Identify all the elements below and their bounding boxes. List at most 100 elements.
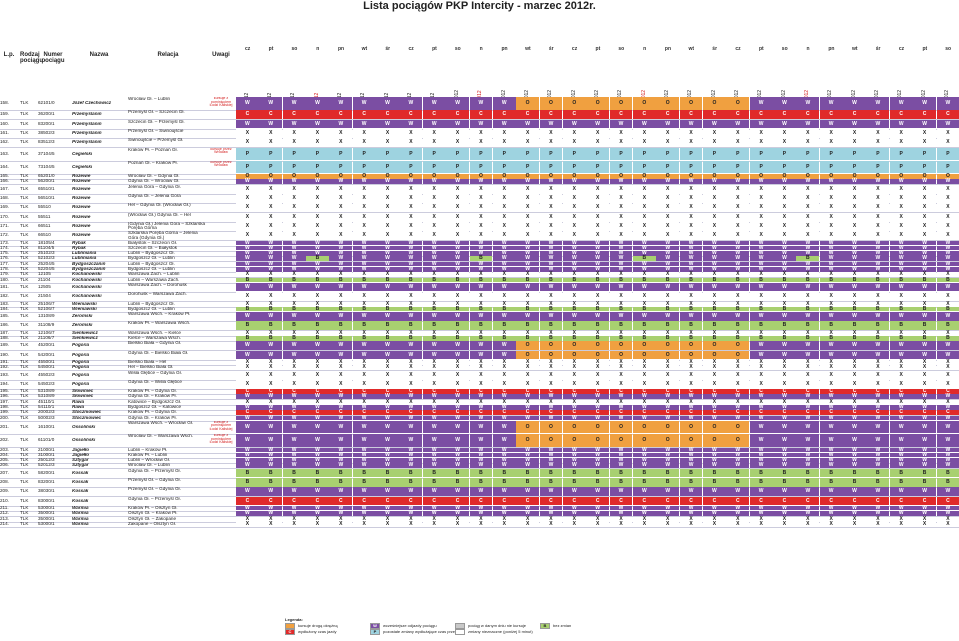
day-cell: W bbox=[913, 179, 936, 184]
day-cell: W bbox=[329, 251, 353, 256]
day-cell: W bbox=[866, 246, 890, 251]
row-nazwa: Przemyślanin bbox=[72, 140, 102, 145]
day-cell: P bbox=[936, 160, 959, 174]
day-cell: X bbox=[609, 194, 633, 203]
day-cell: X bbox=[656, 138, 680, 147]
day-cell: X bbox=[632, 516, 656, 521]
day-cell: X bbox=[306, 194, 329, 203]
day-cell: W bbox=[539, 267, 563, 272]
row-nr: 52204/5 bbox=[38, 267, 55, 271]
day-cell: W bbox=[796, 179, 820, 184]
day-cell: X bbox=[446, 231, 469, 240]
day-cell: X bbox=[516, 330, 540, 336]
day-cell: W bbox=[236, 453, 259, 458]
day-cell: W bbox=[679, 511, 703, 516]
table-row: 171. TLK 66511 Rozewie (Gdynia Gł.) Jelenia … bbox=[0, 221, 959, 231]
day-cell: W bbox=[539, 405, 563, 410]
day-cell: W bbox=[609, 246, 633, 251]
day-cell: B bbox=[609, 336, 633, 341]
day-cell: X bbox=[446, 370, 469, 379]
day-cell: W bbox=[236, 240, 259, 245]
day-cell: B bbox=[492, 277, 516, 283]
day-cell: W bbox=[609, 463, 633, 468]
day-cell: X bbox=[399, 184, 423, 194]
day-cell: X bbox=[749, 516, 773, 521]
day-cell: W bbox=[492, 97, 516, 110]
table-row: 159. TLK 36200/1 Przemyślanin Przemyśl Gł. –… bbox=[0, 110, 959, 119]
day-cell: B bbox=[749, 468, 773, 478]
day-cell: X bbox=[306, 272, 329, 277]
row-nazwa: Warmia bbox=[72, 511, 89, 516]
day-cell: X bbox=[726, 221, 750, 231]
day-cell: W bbox=[399, 394, 423, 399]
day-cell: W bbox=[329, 506, 353, 511]
day-cell: W bbox=[516, 405, 540, 410]
day-cell: B bbox=[492, 336, 516, 341]
row-lp: 211. bbox=[0, 505, 9, 510]
day-cell: W bbox=[399, 97, 423, 110]
table-row: 213. TLK 35000/1 Warmia Olsztyn Gł. – Zakopa… bbox=[0, 516, 959, 522]
row-nazwa: Jagiełło bbox=[72, 447, 90, 452]
day-cell: X bbox=[376, 330, 399, 336]
day-cell: X bbox=[656, 203, 680, 212]
day-cell: X bbox=[539, 330, 563, 336]
day-cell: W bbox=[562, 179, 586, 184]
day-cell: O bbox=[539, 341, 563, 350]
row-lp: 183. bbox=[0, 301, 9, 306]
table-row: 193. TLK 45502/3 Pogoria Wisła Głębce – Gdyn… bbox=[0, 370, 959, 380]
day-cell: W bbox=[282, 415, 306, 421]
day-cell: W bbox=[936, 350, 959, 360]
day-cell: B bbox=[306, 307, 329, 312]
day-cell: X bbox=[236, 301, 259, 306]
day-cell: X bbox=[889, 516, 913, 521]
day-cell: W bbox=[679, 415, 703, 421]
day-cell: W bbox=[469, 341, 493, 350]
day-cell: W bbox=[726, 447, 750, 452]
day-cell: B bbox=[632, 468, 656, 478]
row-rel: Hel – Bielsko Biała Gł. bbox=[128, 365, 174, 370]
day-cell: W bbox=[889, 350, 913, 360]
day-cell: W bbox=[796, 511, 820, 516]
day-cell: W bbox=[796, 487, 820, 496]
day-cell: W bbox=[492, 463, 516, 468]
day-cell: X bbox=[236, 370, 259, 379]
day-cell: B bbox=[259, 277, 283, 283]
day-cell: W bbox=[492, 394, 516, 399]
day-cell: C bbox=[586, 496, 610, 506]
day-cell: O bbox=[656, 434, 680, 447]
day-cell: O bbox=[632, 341, 656, 350]
day-cell: W bbox=[819, 97, 843, 110]
day-cell: O bbox=[562, 97, 586, 110]
day-cell: X bbox=[422, 379, 446, 389]
day-cell: X bbox=[352, 212, 376, 222]
day-cell: O bbox=[516, 420, 540, 434]
day-cell: X bbox=[446, 221, 469, 231]
day-cell: P bbox=[773, 160, 796, 174]
day-cell: X bbox=[306, 301, 329, 306]
day-cell: W bbox=[586, 256, 610, 261]
row-nr: 54200/1 bbox=[38, 352, 55, 357]
day-cell: W bbox=[236, 420, 259, 434]
day-cell: W bbox=[259, 251, 283, 256]
row-nr: 56510/1 bbox=[38, 196, 55, 200]
day-cell: X bbox=[843, 360, 866, 365]
day-cell: W bbox=[773, 240, 796, 245]
day-cell: C bbox=[422, 410, 446, 415]
day-cell: X bbox=[819, 184, 843, 194]
day-cell: W bbox=[259, 447, 283, 452]
day-cell: X bbox=[329, 221, 353, 231]
day-cell: W bbox=[913, 434, 936, 447]
day-cell: B bbox=[422, 277, 446, 283]
day-cell: W bbox=[656, 415, 680, 421]
day-cell: W bbox=[632, 267, 656, 272]
row-rel: Kraków Pł. – Gdynia Gł. bbox=[128, 410, 177, 415]
day-cell: O bbox=[703, 350, 726, 360]
day-cell: X bbox=[913, 272, 936, 277]
day-cell: X bbox=[843, 330, 866, 336]
day-cell: X bbox=[516, 231, 540, 240]
day-cell: X bbox=[866, 365, 890, 370]
day-cell: X bbox=[889, 522, 913, 527]
day-cell: W bbox=[819, 246, 843, 251]
row-uwagi: kursuje przez Wrocław bbox=[210, 160, 232, 168]
day-cell: X bbox=[352, 221, 376, 231]
